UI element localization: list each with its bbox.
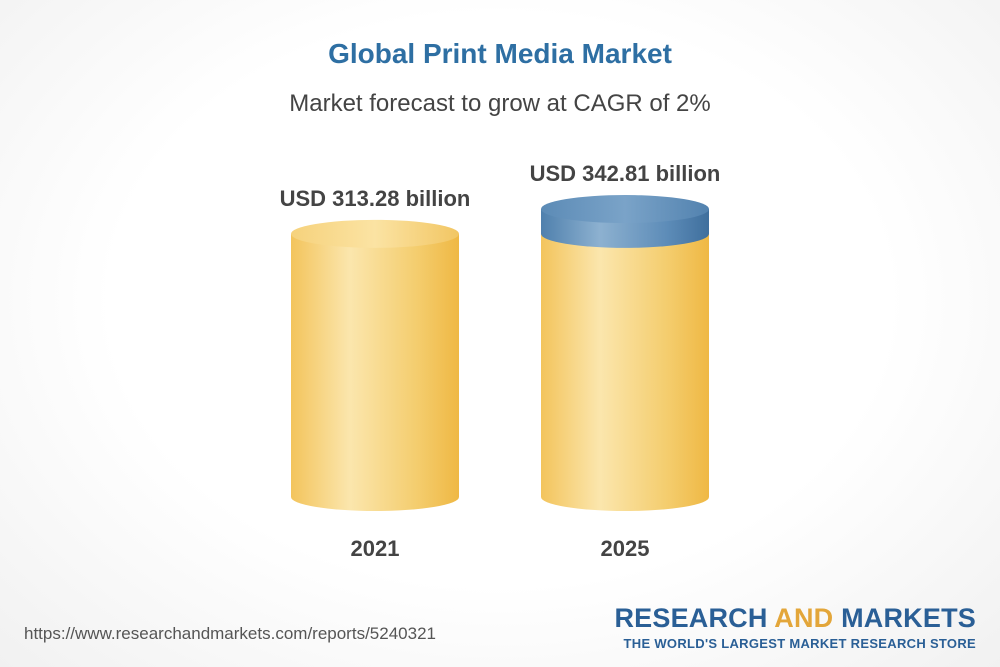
value-label: USD 342.81 billion xyxy=(530,161,721,186)
category-label: 2025 xyxy=(601,536,650,561)
chart-title: Global Print Media Market xyxy=(328,38,672,69)
bar-top xyxy=(291,219,459,248)
bar-body xyxy=(291,233,459,512)
bar-2021: USD 313.28 billion 2021 xyxy=(280,186,471,561)
bar-body xyxy=(541,233,709,512)
brand-tagline: THE WORLD'S LARGEST MARKET RESEARCH STOR… xyxy=(623,636,976,651)
value-label: USD 313.28 billion xyxy=(280,186,471,211)
category-label: 2021 xyxy=(351,536,400,561)
bar-top xyxy=(541,195,709,224)
chart-subtitle: Market forecast to grow at CAGR of 2% xyxy=(289,90,711,117)
bar-2025: USD 342.81 billion 2025 xyxy=(530,161,721,561)
source-url[interactable]: https://www.researchandmarkets.com/repor… xyxy=(24,624,436,643)
brand-logo[interactable]: RESEARCH AND MARKETS THE WORLD'S LARGEST… xyxy=(614,603,976,651)
brand-name: RESEARCH AND MARKETS xyxy=(614,603,976,633)
